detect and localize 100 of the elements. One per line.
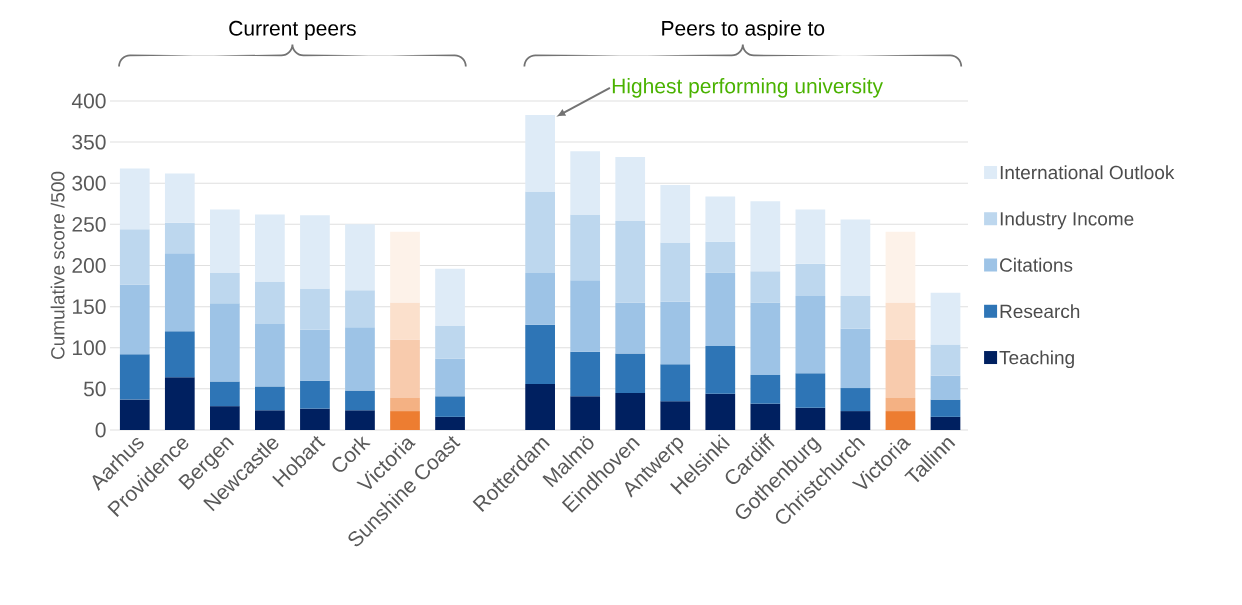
legend-label: Industry Income <box>1000 211 1134 230</box>
bar <box>164 377 195 430</box>
bar <box>209 209 240 273</box>
bar <box>300 329 330 381</box>
bar <box>615 353 646 393</box>
bar <box>345 224 375 291</box>
bar <box>435 358 465 397</box>
bar <box>930 399 961 417</box>
bar <box>705 393 736 430</box>
y-tick-label: 150 <box>73 299 106 315</box>
bar <box>300 408 330 430</box>
bar <box>930 375 961 400</box>
bar <box>255 323 285 387</box>
bar <box>570 151 601 215</box>
bar <box>840 411 871 430</box>
bar <box>795 263 826 296</box>
bar <box>209 272 240 304</box>
bar <box>570 214 601 281</box>
bar <box>255 410 285 430</box>
legend-label: Citations <box>1000 257 1073 272</box>
bar <box>705 346 736 394</box>
bar <box>300 215 330 289</box>
bar <box>615 392 646 430</box>
bar <box>119 168 150 230</box>
bar <box>795 209 826 264</box>
bar <box>164 173 195 223</box>
y-axis-title: Cumulative score /500 <box>50 171 65 360</box>
bar <box>525 191 555 273</box>
y-tick-label: 0 <box>95 422 106 438</box>
bar <box>209 406 240 430</box>
y-tick-label: 100 <box>73 340 106 356</box>
legend-label: Teaching <box>999 350 1074 369</box>
bar <box>660 364 691 402</box>
bar <box>660 242 691 302</box>
bar <box>750 271 781 303</box>
bar <box>525 324 555 384</box>
bar <box>885 397 916 412</box>
text: Highest performing university <box>612 78 883 98</box>
y-tick-label: 250 <box>72 216 106 232</box>
bar <box>570 351 601 397</box>
bar <box>615 156 646 222</box>
bar <box>119 399 150 430</box>
bar <box>705 196 736 242</box>
bar <box>164 253 195 332</box>
bar <box>345 327 375 391</box>
bar <box>840 219 871 296</box>
bar <box>345 390 375 411</box>
bar <box>119 354 150 400</box>
bar <box>435 325 465 359</box>
text: Current peers <box>229 20 356 40</box>
bar <box>390 411 420 430</box>
bar <box>435 396 465 417</box>
bar <box>930 416 961 430</box>
bar <box>885 302 916 340</box>
bar <box>750 302 781 375</box>
bar <box>345 410 375 430</box>
bar <box>660 401 691 430</box>
bar <box>840 388 871 412</box>
bar <box>164 222 195 254</box>
bar <box>615 302 646 354</box>
bar <box>390 302 420 340</box>
bar <box>570 396 601 430</box>
bar <box>119 229 150 285</box>
bar <box>660 184 691 243</box>
bar <box>795 373 826 408</box>
bar <box>930 344 961 376</box>
y-tick-label: 400 <box>71 93 106 109</box>
bar <box>525 114 555 192</box>
bar <box>885 231 916 303</box>
legend-label: Research <box>1000 304 1080 319</box>
bar <box>119 284 150 355</box>
bar <box>795 407 826 430</box>
bar <box>795 295 826 374</box>
bar <box>390 397 420 412</box>
bar <box>615 221 646 303</box>
bar <box>525 272 555 325</box>
bar <box>255 214 285 282</box>
bar <box>255 281 285 324</box>
bar <box>705 272 736 347</box>
bar <box>930 292 961 345</box>
bar <box>840 295 871 329</box>
bar <box>300 288 330 330</box>
bar <box>705 241 736 273</box>
y-tick-label: 50 <box>83 381 106 397</box>
bar <box>435 268 465 326</box>
legend-label: International Outlook <box>1000 165 1175 180</box>
bar <box>209 381 240 407</box>
bar <box>390 231 420 303</box>
bar <box>570 280 601 352</box>
bar <box>750 201 781 272</box>
bar <box>345 290 375 328</box>
bar <box>164 331 195 378</box>
y-tick-label: 200 <box>72 258 106 273</box>
bar <box>750 374 781 404</box>
bar <box>840 328 871 389</box>
bar <box>885 339 916 398</box>
bar <box>435 416 465 430</box>
bar <box>300 380 330 409</box>
bar <box>885 411 916 430</box>
bar <box>255 386 285 411</box>
